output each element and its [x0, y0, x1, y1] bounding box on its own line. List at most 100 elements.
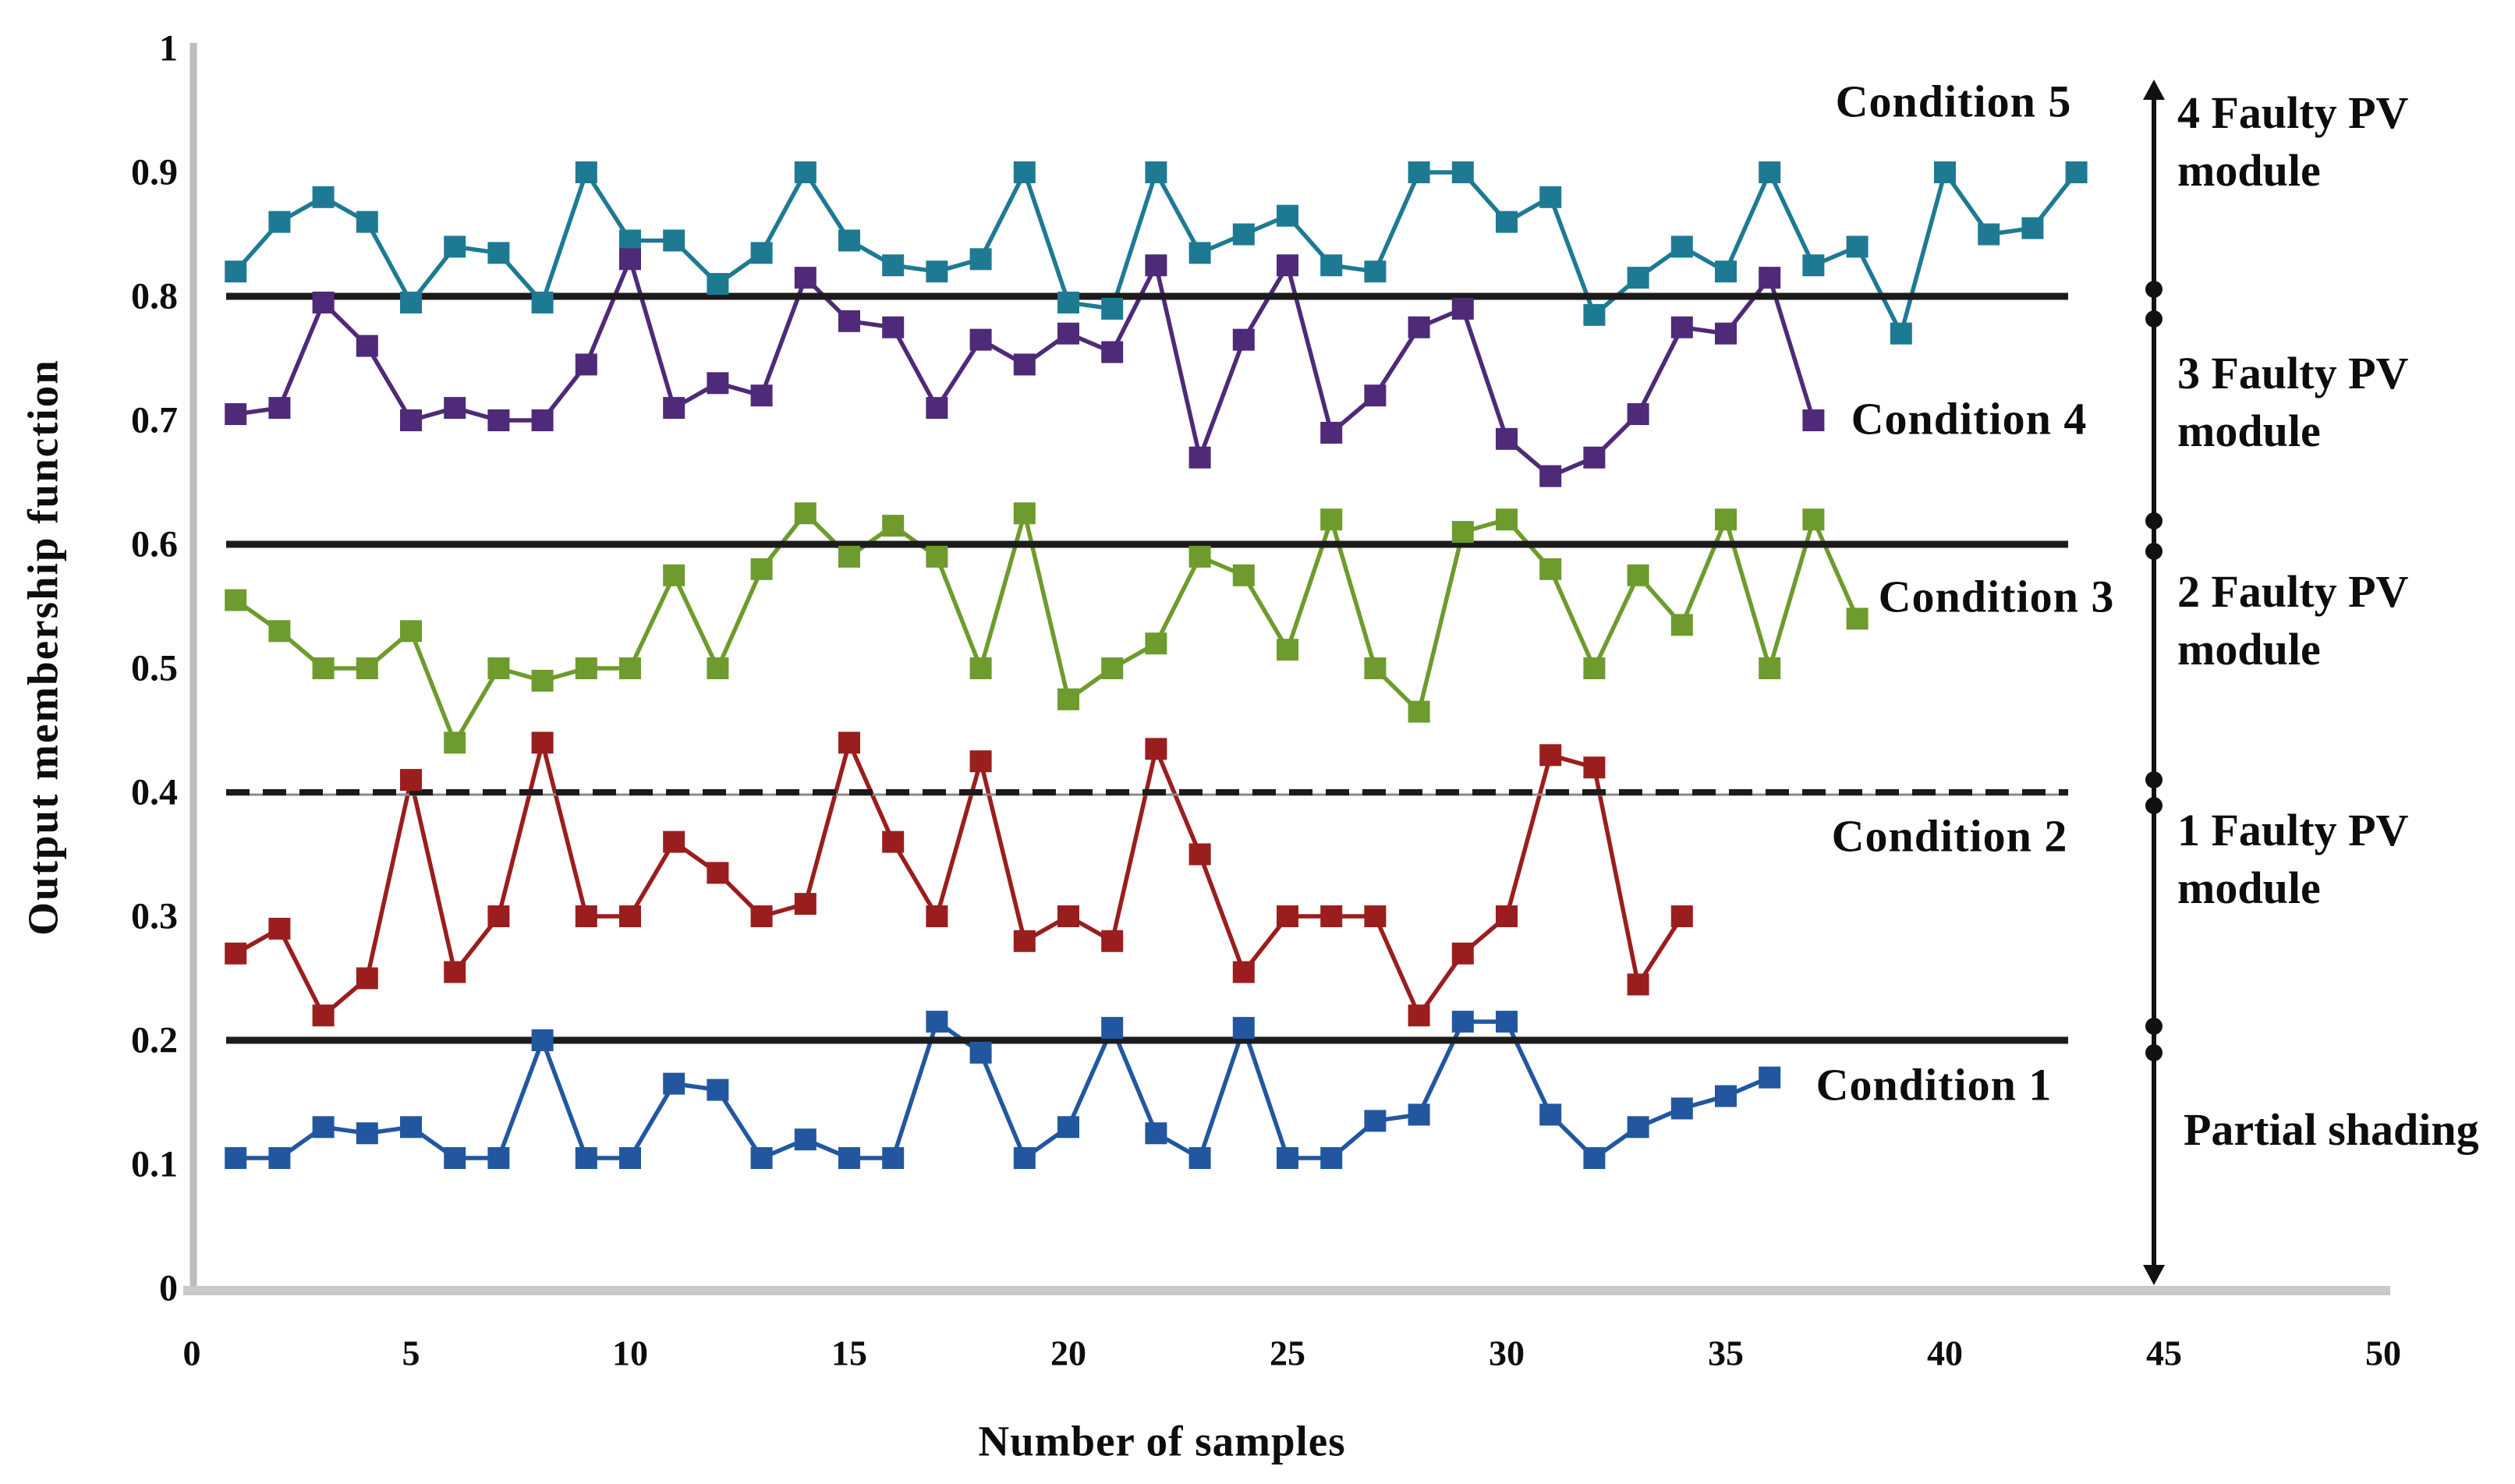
data-point-condition-3	[750, 558, 773, 580]
data-point-condition-3	[400, 620, 422, 643]
data-point-condition-4	[1670, 316, 1693, 338]
data-point-condition-5	[1408, 161, 1430, 183]
data-point-condition-5	[1759, 161, 1781, 183]
condition-label-condition-4: Condition 4	[1851, 393, 2088, 444]
data-point-condition-4	[619, 248, 641, 271]
data-point-condition-3	[1101, 657, 1124, 679]
data-point-condition-3	[619, 657, 641, 679]
data-point-condition-1	[750, 1147, 773, 1170]
data-point-condition-1	[1057, 1116, 1079, 1139]
data-point-condition-4	[1802, 409, 1825, 431]
data-point-condition-3	[1277, 639, 1298, 661]
data-point-condition-2	[1101, 930, 1124, 952]
data-point-condition-4	[531, 409, 554, 431]
data-point-condition-1	[1496, 1011, 1518, 1033]
data-point-condition-2	[1145, 738, 1167, 760]
data-point-condition-3	[1188, 545, 1211, 568]
data-point-condition-3	[1802, 508, 1825, 531]
data-point-condition-5	[1934, 161, 1956, 183]
x-tick-label-10: 10	[612, 1333, 648, 1373]
data-point-condition-4	[1188, 446, 1211, 469]
data-point-condition-4	[356, 335, 378, 357]
data-point-condition-4	[1715, 322, 1737, 345]
y-axis-title: Output membership function	[19, 359, 67, 936]
data-point-condition-4	[1277, 254, 1298, 277]
region-label-1-faulty-pv-module: 1 Faulty PV module	[2177, 805, 2409, 914]
y-tick-label-0.6: 0.6	[131, 523, 178, 565]
y-tick-label-0.9: 0.9	[131, 151, 178, 193]
data-point-condition-1	[794, 1128, 816, 1151]
data-point-condition-2	[707, 862, 729, 884]
data-point-condition-3	[882, 515, 905, 537]
data-point-condition-2	[1013, 930, 1036, 952]
data-point-condition-5	[444, 236, 466, 258]
data-point-condition-5	[1057, 291, 1079, 313]
data-point-condition-1	[1232, 1017, 1255, 1040]
data-point-condition-2	[1496, 905, 1518, 927]
region-arrow-dot	[2145, 310, 2163, 328]
y-tick-label-0.5: 0.5	[131, 647, 178, 689]
data-point-condition-1	[1277, 1147, 1298, 1170]
data-point-condition-1	[531, 1029, 554, 1051]
data-point-condition-4	[575, 353, 597, 376]
data-point-condition-3	[1583, 657, 1606, 679]
data-point-condition-2	[1188, 843, 1211, 866]
data-point-condition-1	[400, 1116, 422, 1139]
data-point-condition-4	[487, 409, 510, 431]
data-point-condition-5	[356, 211, 378, 233]
data-point-condition-5	[794, 161, 816, 183]
y-tick-label-0.1: 0.1	[131, 1143, 178, 1185]
data-point-condition-5	[1145, 161, 1167, 183]
data-point-condition-2	[531, 731, 554, 754]
data-point-condition-5	[1364, 260, 1387, 283]
data-point-condition-1	[487, 1147, 510, 1170]
data-point-condition-1	[1188, 1147, 1211, 1170]
data-point-condition-5	[1013, 161, 1036, 183]
data-point-condition-3	[1451, 521, 1474, 544]
data-point-condition-4	[268, 397, 291, 420]
data-point-condition-5	[487, 242, 510, 264]
y-tick-label-0.2: 0.2	[131, 1019, 178, 1061]
data-point-condition-5	[1846, 236, 1869, 258]
data-point-condition-5	[1583, 303, 1606, 326]
data-point-condition-5	[707, 273, 729, 296]
data-point-condition-2	[1277, 905, 1298, 927]
region-arrow-dot	[2145, 797, 2163, 814]
condition-label-condition-3: Condition 3	[1878, 571, 2115, 622]
data-point-condition-5	[1670, 236, 1693, 258]
data-point-condition-2	[1364, 905, 1387, 927]
series-line-condition-2	[234, 740, 1684, 1018]
x-tick-label-30: 30	[1489, 1333, 1525, 1373]
data-point-condition-1	[1013, 1147, 1036, 1170]
data-point-condition-2	[312, 1004, 335, 1027]
data-point-condition-4	[1101, 341, 1124, 363]
data-point-condition-4	[1232, 328, 1255, 351]
data-point-condition-5	[1496, 211, 1518, 233]
data-point-condition-3	[444, 731, 466, 754]
data-point-condition-2	[1232, 961, 1255, 983]
data-point-condition-2	[1627, 973, 1649, 996]
condition-label-condition-2: Condition 2	[1831, 810, 2068, 862]
x-tick-label-20: 20	[1050, 1333, 1086, 1373]
data-point-condition-5	[882, 254, 905, 277]
x-tick-label-5: 5	[402, 1333, 420, 1373]
y-tick-label-0.3: 0.3	[131, 895, 178, 937]
data-point-condition-4	[444, 397, 466, 420]
data-point-condition-2	[444, 961, 466, 983]
data-point-condition-2	[926, 905, 948, 927]
data-point-condition-1	[575, 1147, 597, 1170]
data-point-condition-1	[926, 1011, 948, 1033]
data-point-condition-4	[882, 316, 905, 338]
region-label-4-faulty-pv-module: 4 Faulty PV module	[2177, 87, 2409, 197]
data-point-condition-4	[1539, 465, 1562, 487]
data-point-condition-5	[1802, 254, 1825, 277]
data-point-condition-5	[2021, 217, 2044, 239]
data-point-condition-5	[225, 260, 247, 283]
data-point-condition-3	[312, 657, 335, 679]
data-point-condition-4	[750, 384, 773, 407]
data-point-condition-3	[1364, 657, 1387, 679]
data-point-condition-3	[663, 564, 685, 586]
data-point-condition-3	[1496, 508, 1518, 531]
data-point-condition-4	[1627, 403, 1649, 426]
data-point-condition-4	[838, 310, 860, 332]
